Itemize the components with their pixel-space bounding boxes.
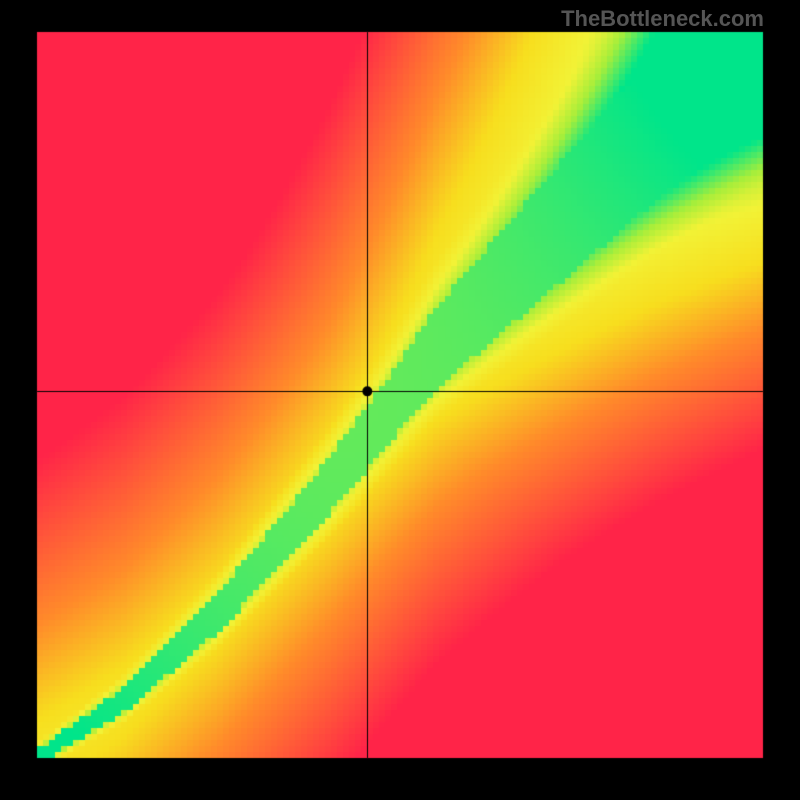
chart-stage: TheBottleneck.com	[0, 0, 800, 800]
crosshair-canvas	[0, 0, 800, 800]
watermark-text: TheBottleneck.com	[561, 6, 764, 32]
